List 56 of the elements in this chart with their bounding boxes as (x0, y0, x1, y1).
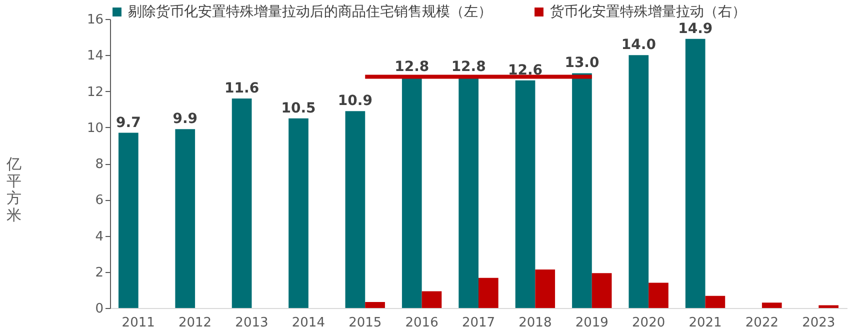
y-tick-label: 14 (86, 48, 104, 64)
x-tick-label: 2018 (518, 316, 552, 330)
bar (232, 98, 252, 308)
y-tick-label: 4 (95, 229, 104, 244)
y-tick-label: 0 (95, 302, 104, 316)
bar (288, 118, 308, 308)
y-tick-label: 16 (86, 12, 104, 28)
bar (515, 80, 536, 308)
data-label: 12.8 (451, 58, 486, 75)
y-tick-label: 10 (86, 120, 104, 136)
x-tick-label: 2011 (122, 316, 155, 330)
bar (705, 296, 726, 308)
bar (175, 129, 196, 308)
bar (648, 282, 668, 308)
x-tick-label: 2020 (632, 316, 666, 330)
data-label: 9.9 (172, 111, 198, 128)
bar (365, 302, 385, 308)
bar (592, 273, 612, 308)
x-tick-label: 2015 (348, 316, 382, 330)
data-label: 13.0 (564, 55, 600, 72)
x-tick-label: 2016 (405, 316, 438, 330)
x-tick-label: 2021 (688, 316, 722, 330)
bar (478, 278, 498, 308)
x-tick-label: 2022 (745, 316, 779, 330)
y-tick-label: 8 (95, 157, 104, 172)
data-label: 14.0 (621, 37, 656, 54)
data-label: 9.7 (116, 114, 141, 131)
bar (685, 38, 706, 308)
y-axis-title: 亿平方米 (5, 155, 22, 224)
x-tick-label: 2013 (235, 316, 268, 330)
bar (628, 55, 649, 308)
bar (818, 305, 838, 308)
x-tick-label: 2017 (462, 316, 496, 330)
bar (422, 291, 442, 308)
data-label: 12.8 (394, 58, 430, 75)
data-label: 14.9 (678, 20, 713, 37)
bar (762, 302, 782, 308)
bar (535, 270, 556, 308)
bar (118, 132, 138, 308)
bar (345, 111, 366, 308)
y-tick-label: 6 (95, 193, 104, 208)
bar (572, 73, 592, 308)
legend-label: 剔除货币化安置特殊增量拉动后的商品住宅销售规模（左） (128, 4, 492, 20)
legend-label: 货币化安置特殊增量拉动（右） (550, 4, 746, 20)
data-label: 10.5 (281, 100, 316, 116)
bar (458, 76, 478, 308)
x-tick-label: 2014 (292, 316, 325, 330)
y-tick-label: 2 (95, 265, 104, 280)
x-tick-label: 2012 (178, 316, 212, 330)
data-label: 11.6 (224, 80, 260, 96)
x-tick-label: 2019 (575, 316, 608, 330)
data-label: 10.9 (338, 93, 372, 110)
bar (402, 76, 422, 308)
data-label: 12.6 (508, 62, 543, 78)
x-tick-label: 2023 (802, 316, 836, 330)
y-tick-label: 12 (86, 84, 104, 100)
